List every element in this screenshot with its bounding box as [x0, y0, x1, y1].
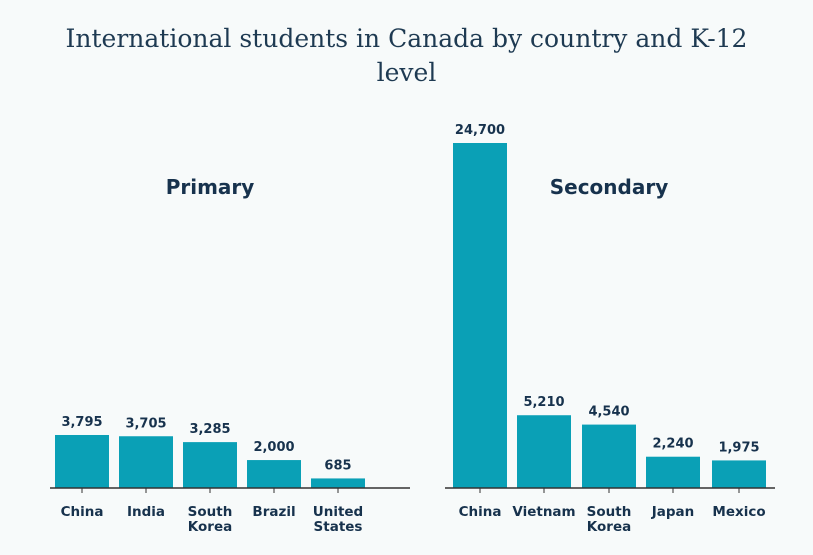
category-label: Japan — [651, 504, 695, 520]
bar-united-states — [311, 478, 365, 488]
chart-title-line-2: level — [376, 58, 437, 87]
bar-brazil — [247, 460, 301, 488]
category-label: Vietnam — [512, 504, 575, 520]
bar-japan — [646, 456, 700, 488]
category-label: South — [587, 504, 632, 520]
data-label: 4,540 — [588, 405, 629, 420]
category-label: China — [459, 504, 502, 520]
bar-south-korea — [582, 424, 636, 488]
panel-title-primary: Primary — [166, 175, 255, 199]
data-label: 1,975 — [718, 440, 759, 455]
category-label: Korea — [188, 519, 232, 535]
chart-title: International students in Canada by coun… — [0, 22, 813, 90]
bar-india — [119, 436, 173, 488]
panel-title-secondary: Secondary — [550, 175, 669, 199]
data-label: 5,210 — [523, 395, 564, 410]
category-label: India — [127, 504, 165, 520]
data-label: 3,705 — [125, 416, 166, 431]
bar-south-korea — [183, 442, 237, 488]
bar-vietnam — [517, 415, 571, 488]
category-label: South — [188, 504, 233, 520]
data-label: 24,700 — [455, 123, 505, 138]
chart-title-line-1: International students in Canada by coun… — [65, 24, 748, 53]
category-label: Korea — [587, 519, 631, 535]
bar-mexico — [712, 460, 766, 488]
bar-china — [55, 434, 109, 488]
category-label: China — [61, 504, 104, 520]
data-label: 3,285 — [189, 422, 230, 437]
category-label: Brazil — [252, 504, 295, 520]
data-label: 2,000 — [253, 440, 294, 455]
data-label: 685 — [324, 458, 351, 473]
category-label: United — [313, 504, 363, 520]
category-label: States — [314, 519, 363, 535]
bar-china — [453, 143, 507, 488]
category-label: Mexico — [712, 504, 765, 520]
data-label: 2,240 — [652, 437, 693, 452]
data-label: 3,795 — [61, 415, 102, 430]
